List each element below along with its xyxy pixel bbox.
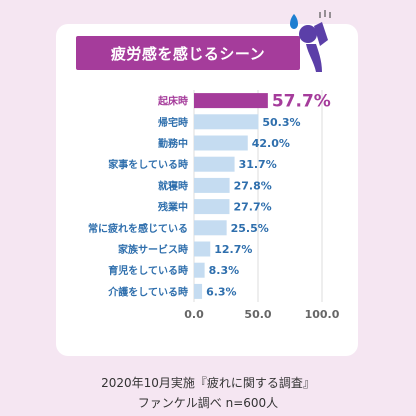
value-label: 12.7% — [214, 243, 252, 256]
category-label: 残業中 — [158, 201, 188, 214]
value-label: 27.7% — [233, 201, 271, 214]
category-label: 帰宅時 — [158, 116, 188, 129]
category-label: 育児をしている時 — [108, 264, 188, 277]
value-label: 50.3% — [262, 116, 300, 129]
bar — [194, 283, 203, 299]
value-label: 8.3% — [209, 264, 240, 277]
category-label: 家事をしている時 — [108, 158, 188, 171]
bar — [194, 114, 259, 130]
value-label: 31.7% — [239, 158, 277, 171]
value-label: 27.8% — [234, 179, 272, 192]
category-label: 起床時 — [157, 95, 188, 108]
category-label: 勤務中 — [158, 137, 188, 150]
bar — [194, 262, 205, 278]
source-company: ファンケル調べ n=600人 — [137, 396, 279, 410]
chart-title: 疲労感を感じるシーン — [110, 44, 266, 63]
chart-title-banner: 疲労感を感じるシーン — [76, 36, 300, 70]
value-label: 57.7% — [272, 92, 331, 112]
bar — [194, 199, 230, 215]
category-label: 家族サービス時 — [118, 243, 188, 256]
bar — [194, 156, 235, 172]
bar — [194, 241, 211, 257]
x-tick-label: 100.0 — [305, 308, 340, 321]
value-label: 6.3% — [206, 285, 237, 298]
tired-person-icon — [290, 10, 331, 72]
bar — [194, 220, 227, 236]
bar — [194, 93, 268, 109]
source-survey: 2020年10月実施『疲れに関する調査』 — [101, 376, 315, 390]
category-label: 就寝時 — [158, 179, 188, 192]
bar — [194, 135, 248, 151]
value-label: 25.5% — [231, 222, 269, 235]
x-tick-label: 50.0 — [244, 308, 271, 321]
value-label: 42.0% — [252, 137, 290, 150]
category-label: 常に疲れを感じている — [88, 222, 188, 235]
x-tick-label: 0.0 — [184, 308, 204, 321]
category-label: 介護をしている時 — [107, 285, 188, 298]
bar — [194, 177, 230, 193]
